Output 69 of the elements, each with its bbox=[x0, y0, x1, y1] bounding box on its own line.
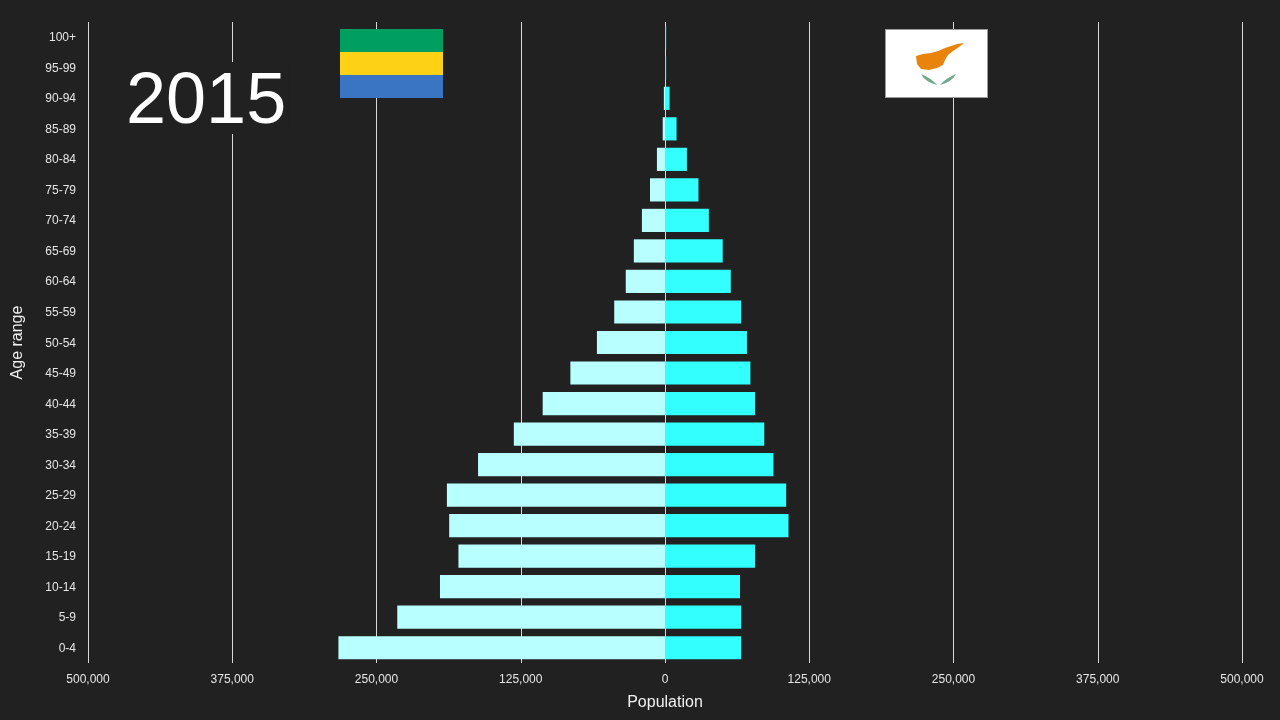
x-tick-label: 125,000 bbox=[499, 672, 543, 686]
bar bbox=[665, 147, 687, 171]
bar bbox=[665, 178, 699, 202]
y-tick-label: 10-14 bbox=[45, 579, 77, 594]
bar bbox=[665, 208, 709, 232]
bar bbox=[665, 605, 742, 629]
bar bbox=[513, 422, 665, 446]
bar bbox=[570, 361, 665, 385]
y-tick-label: 100+ bbox=[48, 30, 76, 45]
bar bbox=[665, 269, 731, 294]
bar bbox=[665, 575, 741, 599]
y-tick-label: 65-69 bbox=[45, 243, 77, 258]
bar bbox=[542, 391, 665, 416]
bar bbox=[596, 330, 665, 355]
x-tick-label: 500,000 bbox=[66, 672, 111, 686]
bar bbox=[449, 514, 665, 538]
x-tick-label: 250,000 bbox=[931, 672, 976, 686]
bar bbox=[641, 208, 665, 232]
bar bbox=[665, 117, 677, 141]
bar bbox=[665, 86, 670, 110]
y-tick-label: 85-89 bbox=[45, 121, 77, 136]
bar bbox=[665, 453, 774, 477]
bar bbox=[478, 453, 665, 477]
bar bbox=[665, 239, 723, 263]
y-tick-label: 25-29 bbox=[45, 488, 77, 503]
y-tick-label: 50-54 bbox=[45, 335, 77, 350]
bar bbox=[633, 239, 665, 263]
bar bbox=[439, 575, 665, 599]
y-tick-label: 75-79 bbox=[45, 182, 77, 197]
bar bbox=[665, 361, 751, 385]
y-tick-label: 55-59 bbox=[45, 304, 77, 319]
x-tick-label: 250,000 bbox=[354, 672, 399, 686]
y-tick-label: 30-34 bbox=[45, 457, 77, 472]
y-tick-label: 70-74 bbox=[45, 213, 77, 228]
y-tick-label: 60-64 bbox=[45, 274, 77, 289]
x-tick-label: 375,000 bbox=[1076, 672, 1120, 686]
bar bbox=[446, 483, 665, 507]
y-tick-label: 20-24 bbox=[45, 518, 77, 533]
bar bbox=[665, 300, 742, 324]
bar bbox=[614, 300, 665, 324]
bar bbox=[665, 514, 789, 538]
bar bbox=[665, 330, 747, 355]
x-axis-title: Population bbox=[627, 692, 703, 710]
y-axis-title: Age range bbox=[7, 305, 25, 380]
bar bbox=[625, 269, 665, 294]
bar bbox=[665, 391, 756, 416]
x-tick-label: 375,000 bbox=[210, 672, 255, 686]
bar bbox=[665, 483, 787, 507]
y-tick-label: 5-9 bbox=[58, 610, 77, 625]
text: 2015 bbox=[126, 58, 287, 138]
y-tick-label: 35-39 bbox=[45, 427, 77, 442]
x-tick-label: 0 bbox=[661, 672, 669, 686]
y-tick-label: 0-4 bbox=[58, 640, 77, 655]
y-tick-label: 45-49 bbox=[45, 366, 77, 381]
bar bbox=[665, 544, 756, 568]
bar bbox=[650, 178, 665, 202]
bar bbox=[656, 147, 665, 171]
y-tick-label: 80-84 bbox=[45, 152, 77, 167]
bar bbox=[338, 636, 665, 660]
y-tick-label: 15-19 bbox=[45, 549, 77, 564]
y-tick-label: 95-99 bbox=[45, 60, 77, 75]
y-tick-label: 40-44 bbox=[45, 396, 77, 411]
bar bbox=[665, 422, 765, 446]
y-tick-label: 90-94 bbox=[45, 91, 77, 106]
x-tick-label: 125,000 bbox=[787, 672, 832, 686]
bar bbox=[665, 636, 742, 660]
bar bbox=[397, 605, 665, 629]
bar bbox=[458, 544, 665, 568]
x-tick-label: 500,000 bbox=[1220, 672, 1265, 686]
